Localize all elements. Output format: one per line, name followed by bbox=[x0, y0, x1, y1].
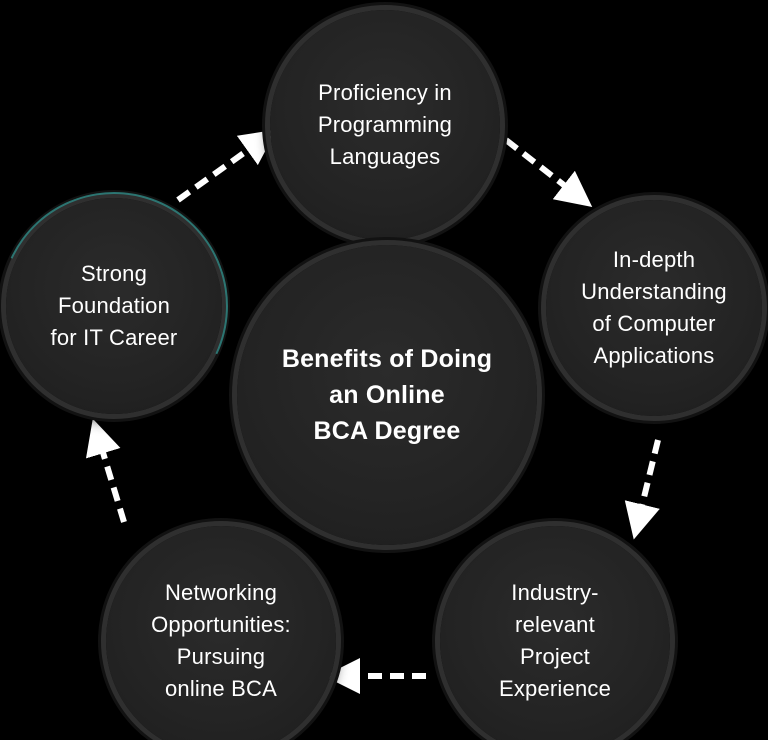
arrow-left-to-top bbox=[176, 129, 277, 203]
node-label: Industry- relevant Project Experience bbox=[498, 580, 612, 701]
center-title: Benefits of Doing an Online BCA Degree bbox=[281, 345, 493, 445]
node-label: Strong Foundation for IT Career bbox=[50, 261, 178, 350]
node-programming-proficiency: Proficiency in Programming Languages bbox=[270, 10, 500, 240]
arrow-top-to-right bbox=[504, 137, 593, 208]
node-networking-opportunities: Networking Opportunities: Pursuing onlin… bbox=[106, 526, 336, 740]
arrow-right-to-bottom-right bbox=[624, 439, 661, 540]
node-project-experience: Industry- relevant Project Experience bbox=[440, 526, 670, 740]
arrow-bottom-left-to-left bbox=[85, 418, 127, 523]
node-label: Proficiency in Programming Languages bbox=[317, 80, 453, 169]
node-computer-applications: In-depth Understanding of Computer Appli… bbox=[546, 200, 762, 416]
node-it-career-foundation: Strong Foundation for IT Career bbox=[6, 198, 222, 414]
center-node-title: Benefits of Doing an Online BCA Degree bbox=[237, 245, 537, 545]
node-label: Networking Opportunities: Pursuing onlin… bbox=[151, 580, 291, 701]
node-label: In-depth Understanding of Computer Appli… bbox=[581, 247, 727, 368]
